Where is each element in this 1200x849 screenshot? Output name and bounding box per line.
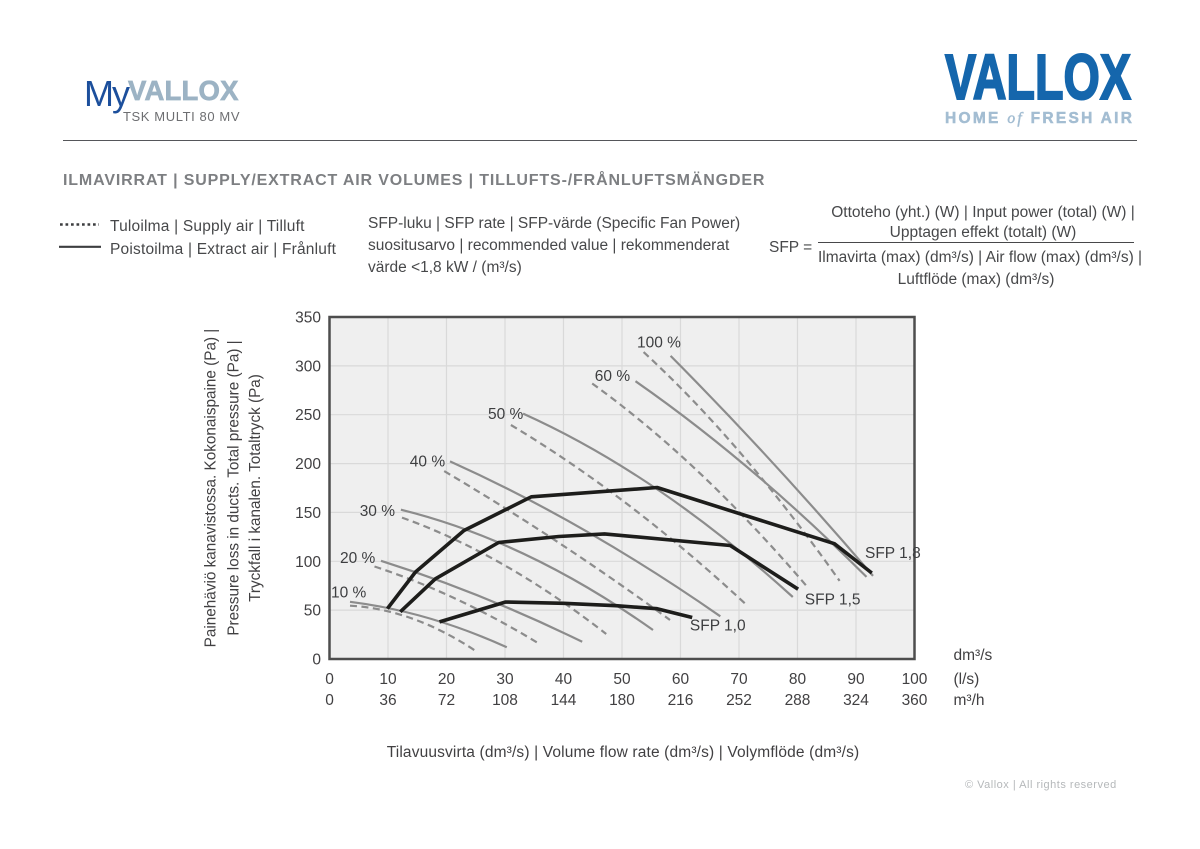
svg-text:Painehäviö kanavistossa. Kokon: Painehäviö kanavistossa. Kokonaispaine (… bbox=[203, 329, 220, 648]
svg-text:216: 216 bbox=[668, 692, 694, 709]
svg-text:0: 0 bbox=[325, 692, 334, 709]
svg-text:50: 50 bbox=[613, 671, 631, 688]
svg-text:10 %: 10 % bbox=[331, 585, 367, 602]
svg-text:10: 10 bbox=[379, 671, 397, 688]
svg-text:Tryckfall i kanalen. Totaltryc: Tryckfall i kanalen. Totaltryck (Pa) bbox=[247, 374, 264, 602]
svg-text:40: 40 bbox=[555, 671, 573, 688]
svg-text:20 %: 20 % bbox=[340, 550, 376, 567]
svg-text:72: 72 bbox=[438, 692, 455, 709]
svg-text:Pressure loss in ducts. Total: Pressure loss in ducts. Total pressure (… bbox=[225, 340, 242, 635]
svg-text:324: 324 bbox=[843, 692, 869, 709]
svg-text:50 %: 50 % bbox=[488, 406, 524, 423]
svg-text:360: 360 bbox=[902, 692, 928, 709]
svg-text:20: 20 bbox=[438, 671, 456, 688]
svg-text:250: 250 bbox=[295, 407, 321, 424]
svg-text:(l/s): (l/s) bbox=[954, 671, 980, 688]
svg-text:SFP 1,0: SFP 1,0 bbox=[690, 618, 746, 635]
svg-text:150: 150 bbox=[295, 505, 321, 522]
svg-text:30 %: 30 % bbox=[360, 503, 396, 520]
svg-text:108: 108 bbox=[492, 692, 518, 709]
svg-text:0: 0 bbox=[325, 671, 334, 688]
svg-text:300: 300 bbox=[295, 358, 321, 375]
svg-text:252: 252 bbox=[726, 692, 752, 709]
svg-text:0: 0 bbox=[312, 652, 321, 669]
svg-text:SFP 1,5: SFP 1,5 bbox=[805, 592, 861, 609]
svg-text:80: 80 bbox=[789, 671, 807, 688]
svg-text:60: 60 bbox=[672, 671, 690, 688]
svg-text:100: 100 bbox=[295, 554, 321, 571]
svg-text:50: 50 bbox=[304, 603, 322, 620]
svg-text:40 %: 40 % bbox=[410, 454, 446, 471]
svg-text:Tilavuusvirta (dm³/s) | Volume: Tilavuusvirta (dm³/s) | Volume flow rate… bbox=[387, 744, 860, 761]
svg-text:dm³/s: dm³/s bbox=[954, 647, 993, 664]
svg-text:180: 180 bbox=[609, 692, 635, 709]
svg-text:30: 30 bbox=[496, 671, 514, 688]
svg-text:70: 70 bbox=[730, 671, 748, 688]
svg-text:100: 100 bbox=[902, 671, 928, 688]
svg-text:36: 36 bbox=[379, 692, 396, 709]
svg-text:144: 144 bbox=[551, 692, 577, 709]
svg-text:288: 288 bbox=[785, 692, 811, 709]
svg-text:SFP 1,8: SFP 1,8 bbox=[865, 545, 921, 562]
svg-text:100 %: 100 % bbox=[637, 335, 681, 352]
svg-text:m³/h: m³/h bbox=[954, 692, 985, 709]
svg-text:200: 200 bbox=[295, 456, 321, 473]
svg-text:350: 350 bbox=[295, 310, 321, 327]
svg-text:90: 90 bbox=[847, 671, 865, 688]
svg-text:60 %: 60 % bbox=[595, 368, 631, 385]
